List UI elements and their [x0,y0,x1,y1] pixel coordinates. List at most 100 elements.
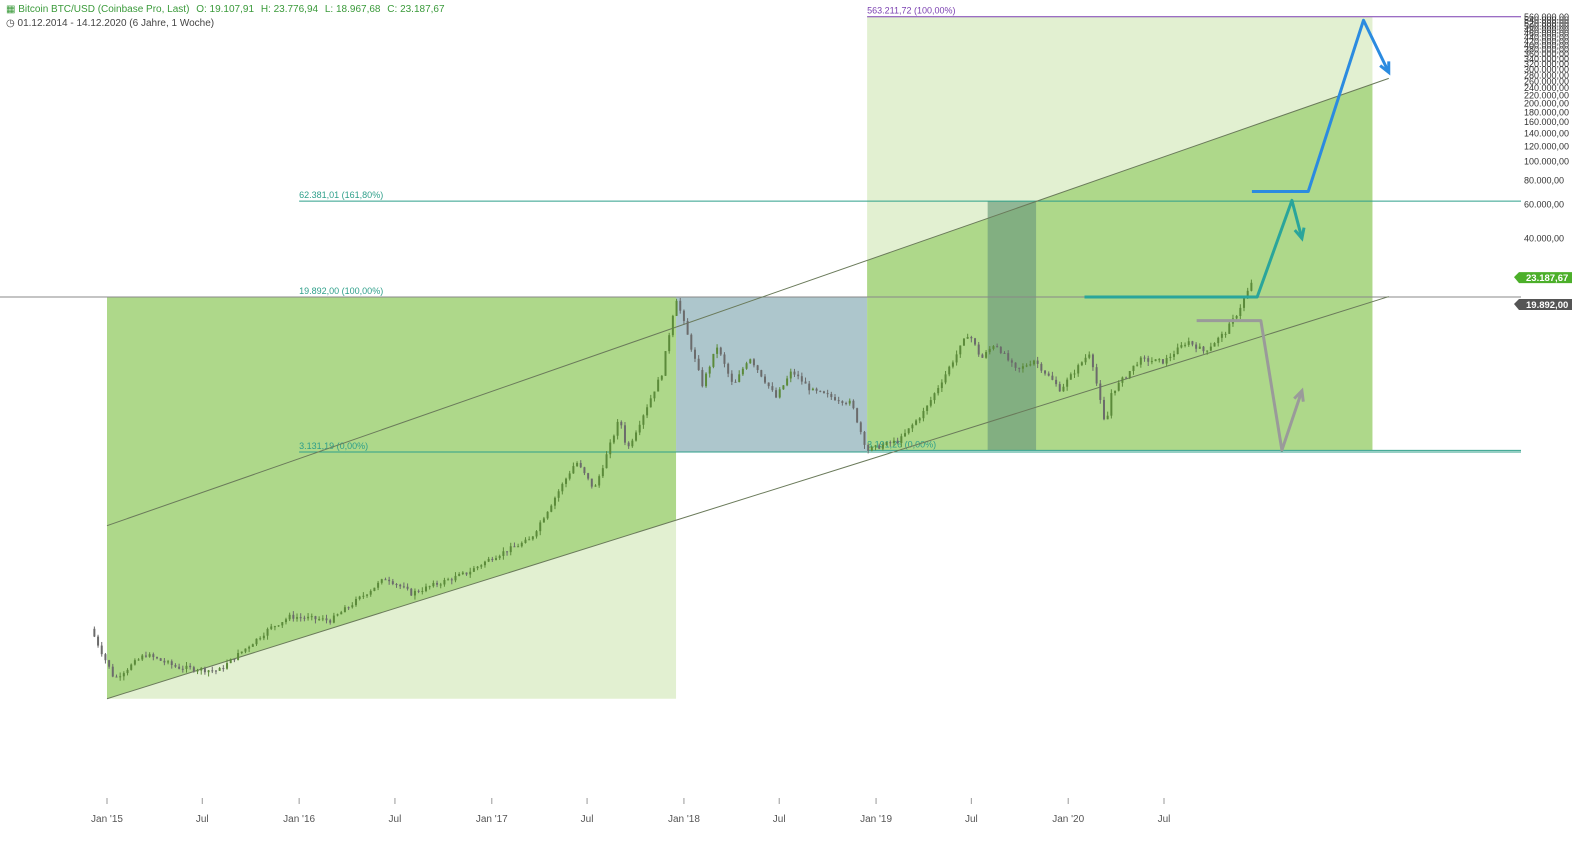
date-range[interactable]: 01.12.2014 - 14.12.2020 [17,18,127,29]
candle-body-292 [1169,356,1172,358]
candle-body-229 [937,388,940,394]
candle-body-19 [163,660,166,663]
candle-body-275 [1106,415,1109,420]
y-tick-label-25: 540.000,00 [1524,15,1569,25]
candle-body-201 [834,397,837,401]
candle-body-91 [428,586,431,588]
y-tick-label-21: 460.000,00 [1524,29,1569,39]
candle-body-70 [351,605,354,608]
candle-body-68 [343,607,346,613]
candle-body-10 [130,664,133,670]
zone-5 [987,201,1037,451]
candle-body-55 [296,617,299,619]
candle-body-285 [1143,357,1146,359]
candle-body-44 [255,638,258,645]
candle-body-49 [273,626,276,628]
candle-body-130 [572,466,575,474]
price-badge-label-1: 19.892,00 [1526,300,1568,311]
candle-body-215 [885,442,888,446]
candle-body-36 [226,663,229,669]
candle-body-81 [391,581,394,585]
candle-body-156 [668,335,671,352]
channel-lower [106,296,1389,700]
candle-body-33 [214,670,217,672]
candle-body-118 [528,539,531,541]
clock-icon[interactable]: ◷ [6,18,15,29]
candle-body-281 [1128,371,1131,378]
chart-type-icon[interactable]: ▦ [6,4,16,15]
y-tick-label-11: 260.000,00 [1524,77,1569,87]
x-tick-label-0: Jan '15 [91,814,123,825]
y-tick-label-24: 520.000,00 [1524,18,1569,28]
candle-body-97 [450,579,453,581]
candle-body-181 [760,370,763,377]
candle-body-28 [196,670,199,672]
x-tick-label-1: Jul [196,814,209,825]
candle-body-65 [332,615,335,623]
candle-body-103 [472,568,475,572]
candle-body-161 [686,321,689,335]
instrument-name[interactable]: Bitcoin BTC/USD (Coinbase Pro, Last) [18,4,190,15]
candle-body-166 [705,373,708,387]
candle-body-53 [288,614,291,620]
channel-upper [106,77,1389,527]
candle-body-232 [948,366,951,375]
candle-body-79 [384,579,387,581]
candle-body-221 [907,428,910,434]
candle-body-30 [203,668,206,673]
candle-body-155 [664,351,667,376]
candle-body-72 [358,596,361,599]
y-tick-label-26: 560.000,00 [1524,12,1569,22]
candle-body-3 [104,654,107,661]
candle-body-254 [1029,364,1032,366]
candle-body-190 [793,371,796,375]
candle-body-310 [1235,315,1238,319]
candle-body-273 [1099,383,1102,400]
candle-body-124 [550,505,553,512]
candle-body-194 [808,383,811,391]
candle-body-135 [590,478,593,487]
candle-body-208 [859,422,862,432]
candle-body-290 [1161,359,1164,364]
candle-body-93 [436,582,439,585]
candle-body-212 [874,445,877,447]
projection-2 [1196,319,1304,452]
candle-body-256 [1036,360,1039,364]
candle-body-134 [587,473,590,479]
candle-body-243 [988,348,991,353]
candle-body-16 [152,654,155,658]
y-tick-label-14: 320.000,00 [1524,59,1569,69]
candle-body-283 [1136,364,1139,366]
candle-body-216 [889,442,892,444]
candle-body-234 [955,354,958,363]
candle-body-302 [1206,350,1209,352]
candle-body-46 [262,635,265,639]
candle-body-43 [251,644,254,647]
candle-body-24 [181,668,184,670]
candle-body-271 [1091,354,1094,368]
y-tick-label-0: 40.000,00 [1524,233,1564,243]
candle-body-73 [362,595,365,597]
candle-body-188 [786,378,789,386]
candle-body-241 [981,354,984,358]
candle-body-293 [1173,354,1176,357]
candle-body-230 [940,382,943,389]
candle-body-282 [1132,365,1135,372]
candle-body-287 [1150,361,1153,363]
candle-body-231 [944,374,947,383]
candle-body-38 [233,659,236,661]
candle-body-116 [520,542,523,547]
candle-body-96 [447,579,450,581]
candle-body-284 [1139,357,1142,365]
candle-body-115 [517,546,520,548]
y-tick-label-12: 280.000,00 [1524,70,1569,80]
candle-body-106 [483,561,486,566]
candle-body-246 [999,346,1002,353]
candle-body-235 [959,345,962,355]
candle-body-61 [318,619,321,621]
candle-body-139 [605,454,608,469]
candle-body-189 [789,371,792,379]
price-badge-0 [1514,272,1572,284]
zone-layer [107,16,1373,699]
candle-body-102 [469,571,472,575]
